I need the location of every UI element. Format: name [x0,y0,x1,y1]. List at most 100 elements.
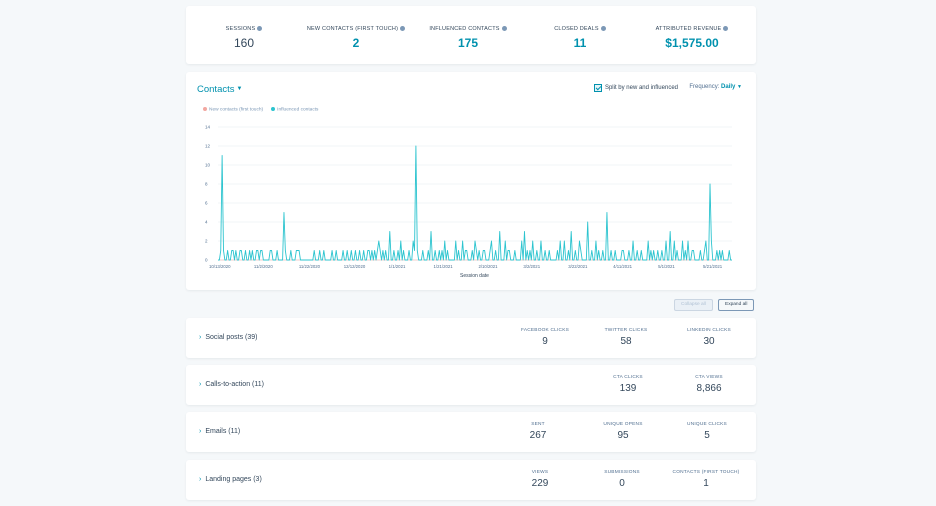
chevron-right-icon[interactable]: › [199,428,202,435]
metric-label: Views [531,470,549,475]
chevron-right-icon[interactable]: › [199,381,202,388]
metric-label: Unique clicks [687,422,727,427]
legend-item-influenced[interactable]: Influenced contacts [271,107,318,112]
legend-dot-icon [203,107,207,111]
metric-label: Facebook clicks [520,328,570,333]
legend-label: Influenced contacts [277,107,319,113]
kpi-value: 160 [233,36,255,50]
x-tick-label: 2/10/2021 [478,264,498,269]
section-social-posts[interactable]: › Social posts (39) Facebook clicks 9 Twit… [186,318,756,358]
metric: Twitter clicks 58 [581,328,671,347]
metric-value: 58 [620,336,632,347]
y-tick-label: 14 [205,125,211,130]
caret-down-icon: ▼ [236,86,243,93]
split-label: Split by new and influenced [604,85,678,91]
legend-label: New contacts (first touch) [209,107,264,113]
chevron-right-icon[interactable]: › [199,476,202,483]
frequency-select[interactable]: Frequency: Daily ▼ [689,84,742,90]
x-tick-label: 4/11/2021 [613,264,632,269]
info-icon[interactable] [723,26,729,32]
info-icon[interactable] [600,26,606,32]
metric-value: 95 [617,430,629,441]
kpi-label: Sessions [225,26,256,32]
metric-label: Unique opens [603,422,643,427]
metric-label: LinkedIn clicks [687,328,731,333]
chevron-right-icon[interactable]: › [199,334,202,341]
caret-down-icon: ▼ [737,84,742,90]
x-tick-label: 5/21/2021 [703,264,723,269]
section-title: Calls-to-action (11) [205,381,264,388]
metric: Contacts (first touch) 1 [661,470,751,489]
y-tick-label: 10 [205,163,211,168]
x-tick-label: 1/21/2021 [434,264,454,269]
metric: Facebook clicks 9 [500,328,590,347]
info-icon[interactable] [400,26,406,32]
metric-label: Submissions [604,470,640,475]
metric: Views 229 [495,470,585,489]
x-tick-label: 11/22/2020 [299,264,321,269]
kpi-label: Attributed revenue [655,26,722,32]
section-title: Landing pages (3) [205,476,262,483]
y-tick-label: 12 [205,144,211,149]
x-tick-label: 11/2/2020 [254,264,273,269]
section-landing-pages[interactable]: › Landing pages (3) Views 229 Submissions 0… [186,460,756,500]
metric-value: 139 [619,383,637,394]
kpi-value[interactable]: 2 [352,36,360,50]
section-title: Social posts (39) [205,334,258,341]
kpi-attributed-revenue: Attributed revenue $1,575.00 [636,26,748,50]
y-tick-label: 0 [205,258,208,263]
collapse-all-button[interactable]: Collapse all [674,299,713,311]
kpi-sessions: Sessions 160 [188,26,300,50]
metric-value: 229 [531,478,549,489]
section-emails[interactable]: › Emails (11) Sent 267 Unique opens 95 Uniq… [186,412,756,452]
section-calls-to-action[interactable]: › Calls-to-action (11) CTA clicks 139 CTA … [186,365,756,405]
metric-label: Sent [531,422,545,427]
metric: LinkedIn clicks 30 [664,328,754,347]
metric-value: 8,866 [696,383,722,394]
metric: CTA views 8,866 [664,375,754,394]
legend-item-new[interactable]: New contacts (first touch) [203,107,263,112]
kpi-value[interactable]: 175 [457,36,479,50]
metric-value: 1 [703,478,709,489]
expand-all-button[interactable]: Expand all [718,299,755,311]
kpi-summary-card: Sessions 160 New contacts (first touch) … [186,6,756,64]
kpi-value[interactable]: $1,575.00 [665,36,719,50]
metric-value: 267 [529,430,547,441]
metric-label: CTA clicks [613,375,643,380]
x-tick-label: 12/12/2020 [344,264,366,269]
series-line-influenced-contacts [218,145,732,261]
x-tick-label: 3/22/2021 [568,264,588,269]
chart-type-dropdown[interactable]: Contacts ▼ [197,84,242,95]
kpi-label: New contacts (first touch) [306,26,399,32]
metric: Unique clicks 5 [662,422,752,441]
metric: Submissions 0 [577,470,667,489]
kpi-influenced-contacts: Influenced contacts 175 [412,26,524,50]
x-tick-label: 5/1/2021 [658,264,675,269]
kpi-label: Closed deals [554,26,599,32]
frequency-label: Frequency: [689,84,720,90]
info-icon[interactable] [501,26,507,32]
metric-label: Contacts (first touch) [672,470,740,475]
kpi-closed-deals: Closed deals 11 [524,26,636,50]
kpi-value[interactable]: 11 [573,36,587,50]
checkbox-checked-icon[interactable] [593,84,602,92]
metric-label: CTA views [695,375,723,380]
split-checkbox[interactable]: Split by new and influenced [593,84,678,92]
info-icon[interactable] [257,26,263,32]
contacts-chart-card: Contacts ▼ Split by new and influenced Fr… [186,72,756,290]
metric-value: 9 [542,336,548,347]
chart-title: Contacts [197,84,235,95]
x-tick-label: 3/2/2021 [523,264,540,269]
y-tick-label: 4 [205,220,208,225]
frequency-value[interactable]: Daily [721,84,736,90]
metric-value: 0 [619,478,625,489]
metric-label: Twitter clicks [604,328,648,333]
y-tick-label: 2 [205,239,208,244]
chart-legend: New contacts (first touch) Influenced co… [203,107,318,112]
x-tick-label: 1/1/2021 [389,264,406,269]
x-axis-label: Session date [460,273,489,279]
line-chart[interactable]: 0 2 4 6 8 10 12 14 10/13/2020 11/2/2020 11/22/2020… [186,72,756,290]
metric: Sent 267 [493,422,583,441]
y-tick-label: 8 [205,182,208,187]
metric: CTA clicks 139 [583,375,673,394]
